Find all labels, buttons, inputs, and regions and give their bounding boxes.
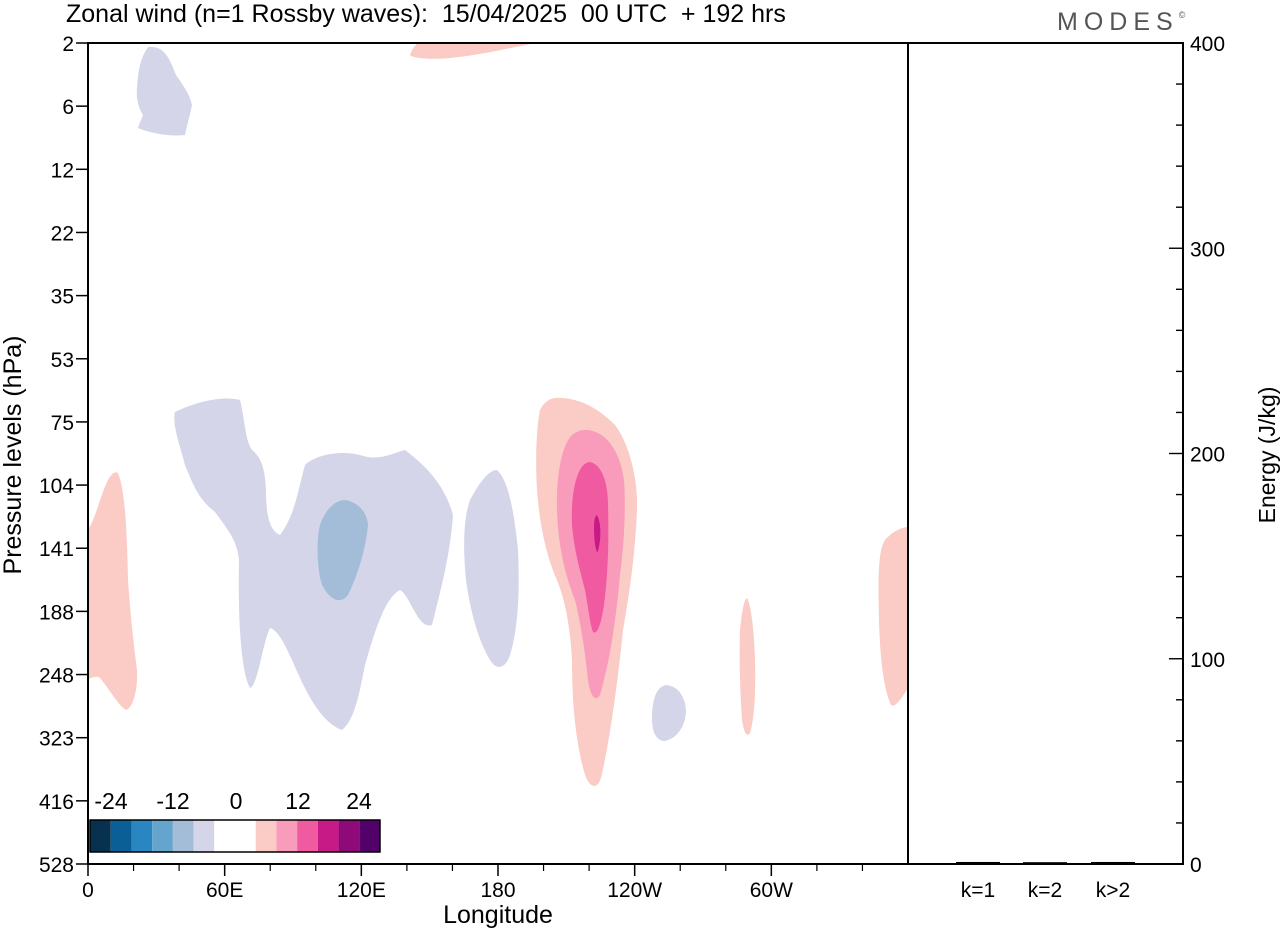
colorbar-swatch — [90, 820, 111, 852]
colorbar-label: -24 — [94, 788, 127, 814]
energy-category-label: k>2 — [1096, 879, 1130, 902]
pressure-tick-label: 22 — [51, 222, 74, 245]
colorbar-label: -12 — [156, 788, 189, 814]
longitude-tick-label: 120E — [337, 879, 386, 902]
longitude-tick-label: 120W — [607, 879, 662, 902]
colorbar-swatch — [235, 820, 256, 852]
pressure-tick-label: 53 — [51, 349, 74, 372]
x-axis-label: Longitude — [443, 901, 553, 929]
colorbar-swatch — [131, 820, 153, 852]
energy-category-label: k=2 — [1028, 879, 1062, 902]
pressure-tick-label: 528 — [39, 854, 74, 877]
colorbar-label: 24 — [346, 788, 372, 814]
contour-positive-l4 — [594, 515, 601, 552]
longitude-axis: 0 60E 120E 180 120W 60W — [82, 864, 864, 902]
energy-bar — [1023, 862, 1067, 864]
pressure-tick-label: 6 — [62, 96, 74, 119]
pressure-tick-label: 141 — [39, 538, 74, 561]
colorbar — [89, 819, 381, 853]
colorbar-swatch — [359, 820, 380, 852]
energy-tick-label: 400 — [1190, 33, 1225, 56]
energy-axis: 0 100 200 300 400 — [1169, 33, 1225, 877]
colorbar-swatch — [193, 820, 215, 852]
contour-fills — [88, 43, 907, 786]
contour-positive-0 — [88, 472, 138, 710]
contour-negative-180 — [464, 470, 519, 667]
energy-tick-label: 0 — [1190, 854, 1202, 877]
colorbar-label: 12 — [285, 788, 311, 814]
colorbar-swatch — [297, 820, 318, 852]
colorbar-swatch — [276, 820, 298, 852]
energy-tick-label: 100 — [1190, 649, 1225, 672]
contour-negative-105w — [652, 685, 686, 741]
pressure-tick-label: 12 — [51, 159, 74, 182]
energy-tick-label: 300 — [1190, 238, 1225, 261]
energy-bar — [956, 861, 1000, 864]
colorbar-labels: -24 -12 0 12 24 — [94, 788, 372, 814]
contour-positive-top — [410, 43, 535, 59]
pressure-tick-label: 75 — [51, 412, 74, 435]
colorbar-swatch — [338, 820, 360, 852]
energy-tick-label: 200 — [1190, 444, 1225, 467]
contour-negative-mid — [174, 398, 454, 730]
pressure-tick-label: 104 — [39, 475, 74, 498]
contour-positive-70w — [739, 598, 756, 735]
copyright-mark: © — [1178, 10, 1186, 20]
colorbar-swatch — [152, 820, 173, 852]
contour-positive-east — [878, 527, 907, 706]
contour-negative-strat — [136, 46, 192, 136]
y-axis-label: Pressure levels (hPa) — [0, 336, 27, 575]
colorbar-swatch — [317, 820, 339, 852]
brand-name: MODES — [1057, 8, 1179, 36]
longitude-tick-label: 60E — [206, 879, 243, 902]
energy-axis-label: Energy (J/kg) — [1254, 387, 1280, 524]
colorbar-swatch — [214, 820, 235, 852]
energy-categories: k=1 k=2 k>2 — [961, 879, 1130, 902]
longitude-tick-label: 0 — [82, 879, 94, 902]
energy-category-label: k=1 — [961, 879, 995, 902]
colorbar-label: 0 — [230, 788, 243, 814]
colorbar-swatch — [110, 820, 132, 852]
longitude-tick-label: 180 — [480, 879, 515, 902]
energy-bar — [1091, 861, 1135, 864]
pressure-tick-label: 35 — [51, 286, 74, 309]
pressure-tick-label: 2 — [62, 33, 74, 56]
pressure-tick-label: 248 — [39, 665, 74, 688]
energy-bars — [956, 861, 1135, 864]
energy-panel-frame — [907, 42, 1184, 865]
contour-positive-l3 — [571, 462, 609, 633]
colorbar-swatch — [172, 820, 194, 852]
pressure-tick-label: 416 — [39, 791, 74, 814]
chart-title: Zonal wind (n=1 Rossby waves): 15/04/202… — [66, 0, 786, 28]
pressure-axis: 2 6 12 22 35 53 75 104 141 188 248 323 416 528 — [39, 33, 88, 877]
brand-logo: MODES© — [1057, 8, 1185, 37]
pressure-tick-label: 188 — [39, 601, 74, 624]
colorbar-swatch — [255, 820, 277, 852]
longitude-tick-label: 60W — [750, 879, 793, 902]
colorbar-border — [89, 819, 381, 853]
pressure-tick-label: 323 — [39, 728, 74, 751]
contour-negative-core — [317, 500, 368, 601]
